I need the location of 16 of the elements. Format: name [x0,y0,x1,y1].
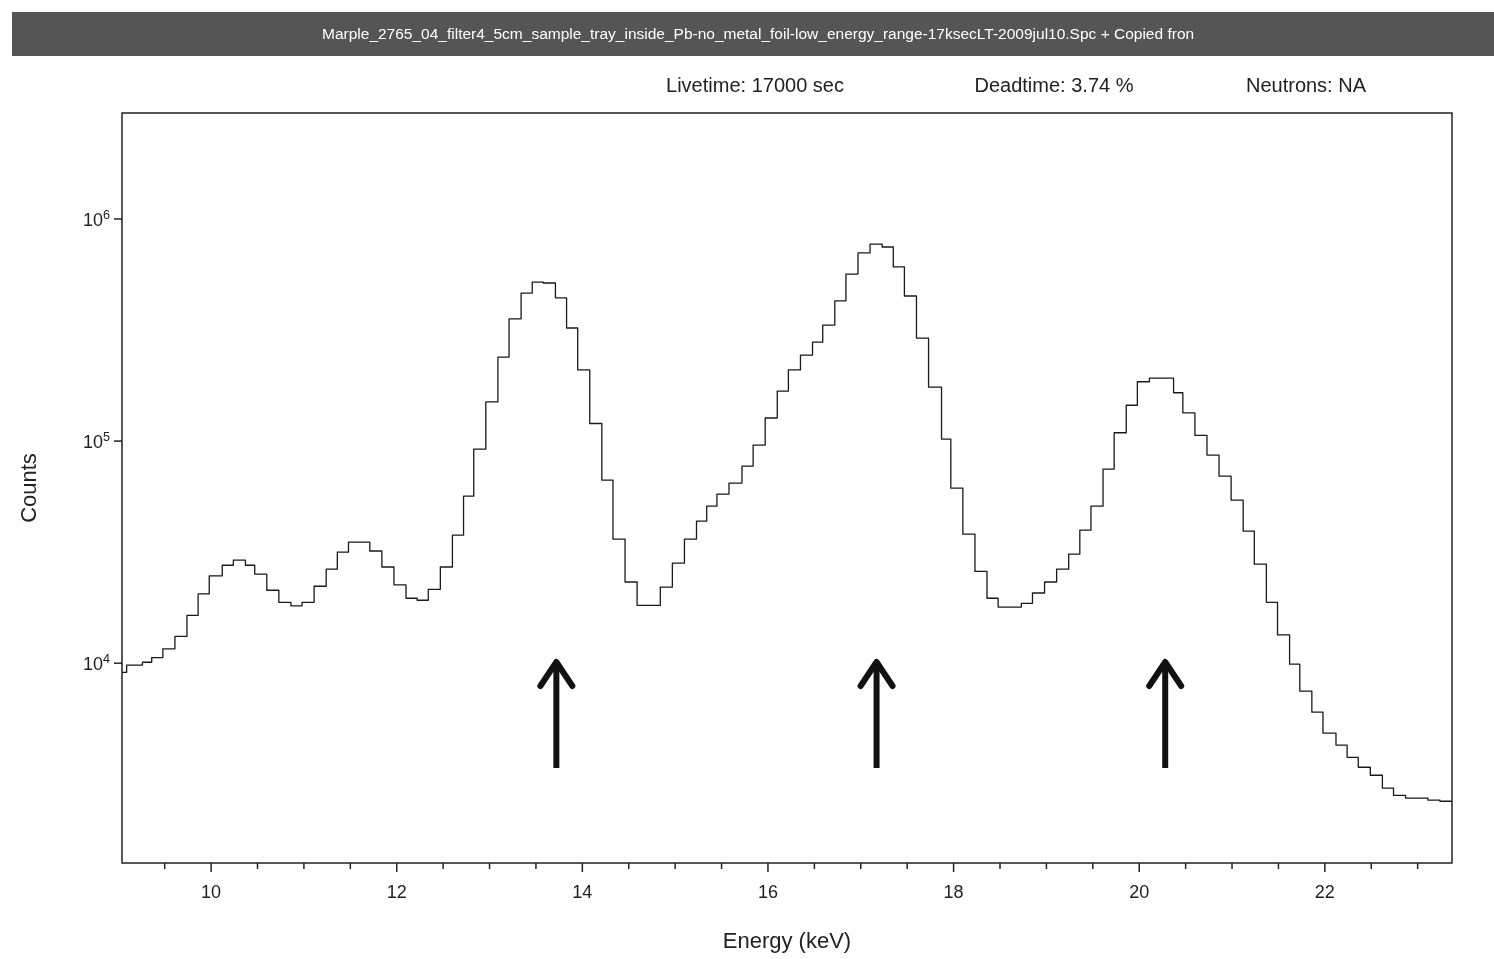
y-tick-label: 10$^{5}$ [82,430,110,453]
x-tick-label: 22 [1314,882,1335,902]
y-tick-label: 10$^{6}$ [82,207,110,230]
text: Neutrons: NA [1245,74,1367,96]
x-tick-label: 16 [757,882,778,902]
text: Deadtime: 3.74 % [974,74,1134,96]
text: Livetime: 17000 sec [666,74,844,96]
y-tick-label: 10$^{4}$ [82,652,110,675]
x-tick-label: 12 [386,882,407,902]
chart-title: Marple_2765_04_filter4_5cm_sample_tray_inside_Pb-no_metal_foil-low_energy_range-17ksecLT-2009jul10.Spc + Copied fron [322,25,1195,42]
x-tick-label: 18 [943,882,964,902]
x-axis-title: Energy (keV) [722,928,852,953]
x-tick-label: 10 [201,882,222,902]
x-tick-label: 20 [1129,882,1150,902]
x-tick-label: 14 [572,882,593,902]
y-axis-title: Counts [16,453,41,523]
